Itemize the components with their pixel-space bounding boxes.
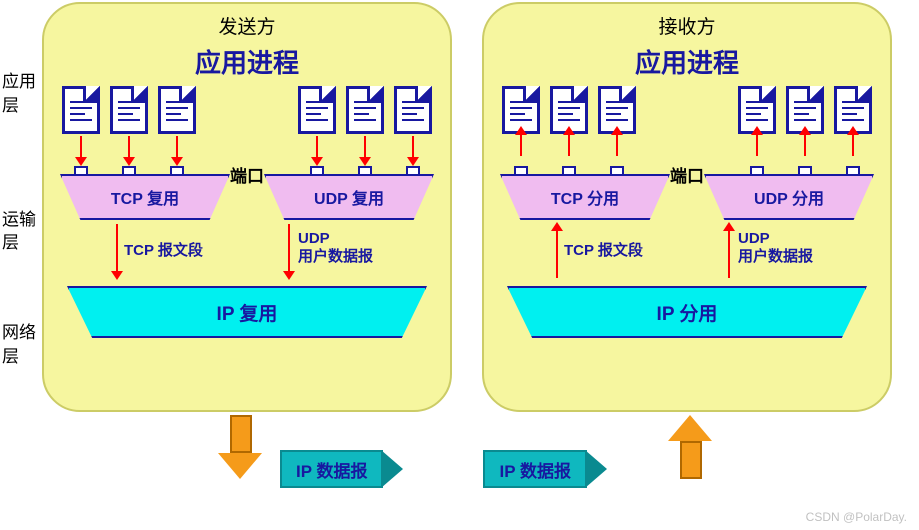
sender-app-process: 应用进程 — [56, 43, 438, 80]
document-icon — [346, 86, 384, 180]
document-icon — [550, 86, 588, 180]
watermark: CSDN @PolarDay. — [806, 510, 907, 524]
layer-transport: 运输层 — [2, 208, 40, 256]
document-icon — [62, 86, 100, 180]
tcp-seg-label: TCP 报文段 — [124, 242, 203, 260]
sender-title: 发送方 — [56, 12, 438, 39]
ip-datagram-left: IP 数据报 — [280, 450, 383, 488]
document-icon — [110, 86, 148, 180]
sender-port-label: 端口 — [230, 162, 264, 187]
tcp-mux-box: TCP 复用 — [60, 174, 230, 220]
ip-demux-box: IP 分用 — [507, 286, 867, 338]
udp-seg-label: UDP用户数据报 — [298, 230, 373, 266]
receiver-panel: 接收方 应用进程 端口 TCP 分用 UDP 分用 TCP 报文段 UDP用户数… — [482, 2, 892, 412]
udp-seg-arrow — [288, 224, 290, 272]
receiver-up-arrow-icon — [680, 415, 712, 479]
layer-network: 网络层 — [2, 321, 40, 369]
receiver-title: 接收方 — [496, 12, 878, 39]
tcp-seg-arrow — [116, 224, 118, 272]
document-icon — [502, 86, 540, 180]
ip-datagram-row: IP 数据报 IP 数据报 — [280, 450, 587, 488]
layer-app: 应用层 — [2, 70, 40, 118]
layer-labels: 应用层 运输层 网络层 — [2, 70, 40, 389]
ip-datagram-right: IP 数据报 — [483, 450, 586, 488]
udp-mux-box: UDP 复用 — [264, 174, 434, 220]
document-icon — [786, 86, 824, 180]
ip-mux-box: IP 复用 — [67, 286, 427, 338]
document-icon — [394, 86, 432, 180]
document-icon — [298, 86, 336, 180]
udp-seg-arrow-up — [728, 230, 730, 278]
document-icon — [738, 86, 776, 180]
tcp-demux-box: TCP 分用 — [500, 174, 670, 220]
udp-demux-box: UDP 分用 — [704, 174, 874, 220]
document-icon — [598, 86, 636, 180]
tcp-seg-label-r: TCP 报文段 — [564, 242, 643, 260]
sender-panel: 发送方 应用进程 端口 TCP 复用 UDP 复用 TCP 报文段 UDP用户数… — [42, 2, 452, 412]
receiver-app-process: 应用进程 — [496, 43, 878, 80]
document-icon — [834, 86, 872, 180]
tcp-seg-arrow-up — [556, 230, 558, 278]
document-icon — [158, 86, 196, 180]
udp-seg-label-r: UDP用户数据报 — [738, 230, 813, 266]
receiver-port-label: 端口 — [670, 162, 704, 187]
